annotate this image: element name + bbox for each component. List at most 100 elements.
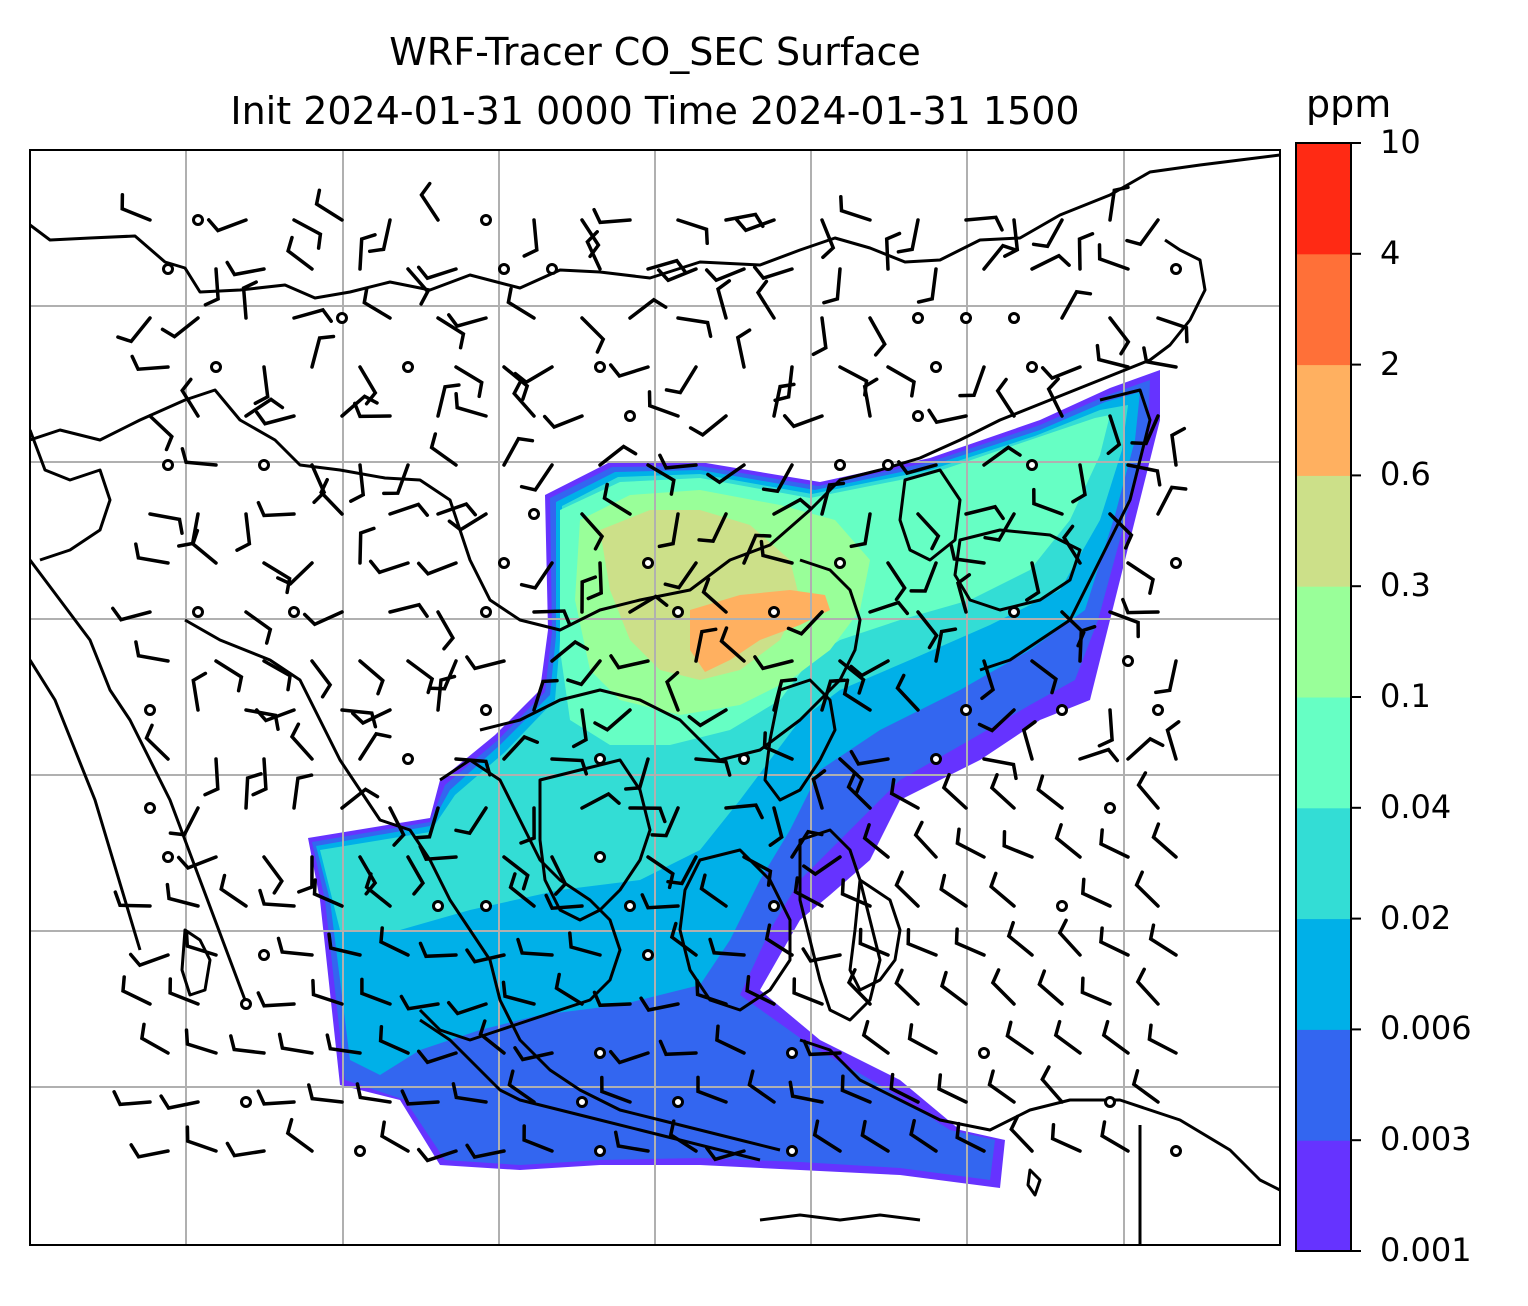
wind-barb — [706, 463, 746, 485]
wind-barb — [134, 640, 170, 663]
wind-barb — [148, 512, 184, 535]
wind-barb — [446, 1000, 488, 1016]
calm-wind-marker — [1170, 557, 1182, 569]
wind-barb — [772, 382, 796, 418]
wind-barb — [849, 512, 872, 549]
wind-barb — [542, 414, 584, 430]
wind-barb — [982, 243, 1018, 271]
wind-barb — [285, 1117, 314, 1153]
chart-title-line-1: WRF-Tracer CO_SEC Surface — [389, 30, 921, 74]
calm-wind-marker — [768, 900, 780, 912]
wind-barb — [256, 991, 296, 1008]
wind-barb — [1099, 926, 1130, 957]
wind-barb — [388, 806, 406, 847]
wind-barb — [325, 1033, 362, 1055]
wind-barb — [666, 855, 698, 886]
wind-barb — [251, 757, 268, 797]
wind-barb — [990, 968, 1016, 1006]
calm-wind-marker — [162, 459, 174, 471]
wind-barb — [190, 528, 218, 565]
wind-barb — [694, 627, 718, 663]
wind-barb — [1053, 1019, 1082, 1055]
calm-wind-marker — [480, 214, 492, 226]
wind-barb — [550, 757, 589, 776]
wind-barb — [214, 659, 244, 693]
wind-barb — [307, 1083, 344, 1104]
wind-barb — [811, 769, 827, 810]
wind-barb — [580, 575, 598, 614]
wind-barb — [939, 970, 968, 1006]
wind-barb — [388, 502, 430, 517]
calm-wind-marker — [240, 1096, 252, 1108]
wind-barb — [358, 731, 392, 761]
wind-barb — [916, 512, 941, 551]
colorbar-segment-9 — [1296, 143, 1351, 255]
colorbar-segment-6 — [1296, 475, 1351, 587]
calm-wind-marker — [546, 263, 558, 275]
wind-barb — [820, 678, 847, 712]
wind-barb — [613, 1130, 650, 1153]
wind-barb — [656, 267, 698, 283]
wind-barb — [418, 844, 458, 862]
wind-barb — [697, 512, 728, 543]
wind-barb — [358, 526, 376, 565]
wind-barb — [977, 708, 1016, 733]
calm-wind-marker — [144, 704, 156, 716]
wind-barb — [663, 561, 698, 590]
wind-barb — [358, 233, 377, 271]
wind-barb — [364, 872, 392, 908]
wind-barb — [1005, 1020, 1034, 1055]
wind-barb — [130, 354, 170, 372]
wind-barb — [454, 757, 492, 777]
wind-barb — [755, 279, 776, 320]
wind-barb — [896, 218, 920, 254]
wind-barb — [862, 377, 879, 418]
wind-barb — [664, 365, 698, 395]
colorbar-segment-4 — [1296, 697, 1351, 809]
calm-wind-marker — [1008, 312, 1020, 324]
wind-barb — [822, 267, 842, 305]
chart-title-line-2: Init 2024-01-31 0000 Time 2024-01-31 150… — [230, 89, 1080, 133]
wind-barb — [1009, 1114, 1034, 1153]
wind-barb — [752, 265, 794, 281]
wind-barb — [1154, 659, 1178, 695]
wind-barb — [159, 1094, 200, 1110]
wind-barb — [715, 1024, 746, 1055]
wind-barb — [782, 414, 824, 429]
wind-barb — [764, 923, 794, 957]
wind-barb — [416, 1049, 458, 1065]
wind-barb — [447, 313, 488, 329]
wind-barb — [120, 193, 152, 222]
calm-wind-marker — [960, 704, 972, 716]
wind-barb — [838, 757, 865, 795]
wind-barb — [134, 542, 170, 565]
wind-barb — [1040, 1065, 1064, 1104]
wind-barb — [846, 968, 872, 1006]
wind-barb — [1106, 414, 1122, 456]
wind-barb — [519, 561, 554, 590]
wind-barb — [695, 978, 728, 1006]
wind-barb — [454, 391, 488, 418]
wind-barb — [838, 365, 869, 397]
wind-barb — [715, 279, 732, 320]
wind-barb — [786, 610, 824, 636]
wind-barb — [820, 218, 836, 260]
wind-barb — [772, 497, 813, 516]
wind-barb — [400, 1089, 440, 1106]
calm-wind-marker — [480, 704, 492, 716]
wind-barb — [802, 855, 842, 877]
calm-wind-marker — [210, 361, 222, 373]
wind-barb — [184, 1028, 218, 1055]
wind-barb — [909, 561, 938, 593]
wind-barb — [428, 659, 458, 691]
wind-barb — [349, 463, 366, 503]
wind-barb — [846, 772, 872, 810]
wind-barb — [705, 1146, 746, 1162]
wind-barb — [358, 659, 385, 696]
wind-barb — [225, 1141, 266, 1158]
calm-markers — [144, 214, 1182, 1157]
calm-wind-marker — [834, 459, 846, 471]
wind-barb — [964, 215, 1004, 232]
calm-wind-marker — [402, 361, 414, 373]
